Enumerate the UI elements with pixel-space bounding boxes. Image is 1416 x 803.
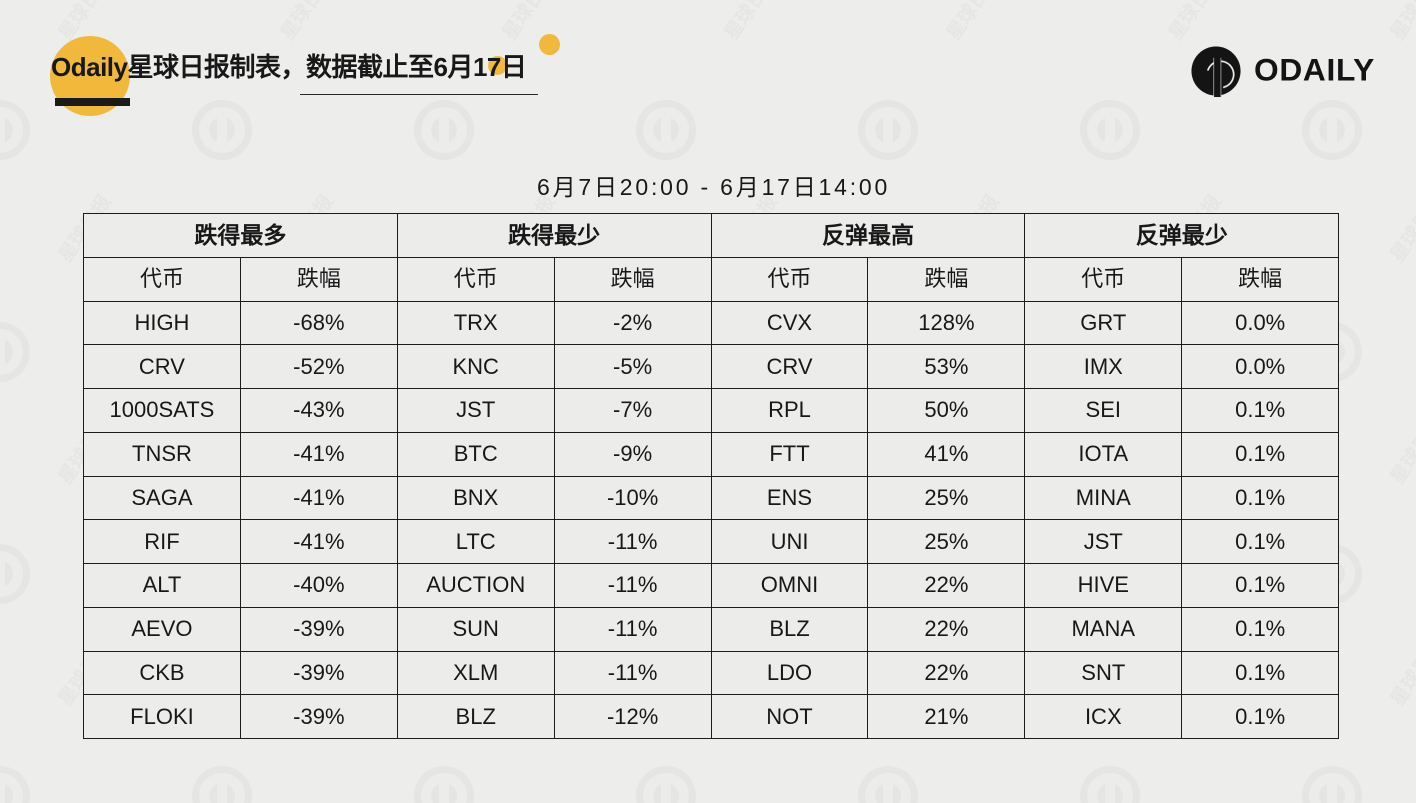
svg-text:ODAILY: ODAILY bbox=[1254, 53, 1375, 88]
